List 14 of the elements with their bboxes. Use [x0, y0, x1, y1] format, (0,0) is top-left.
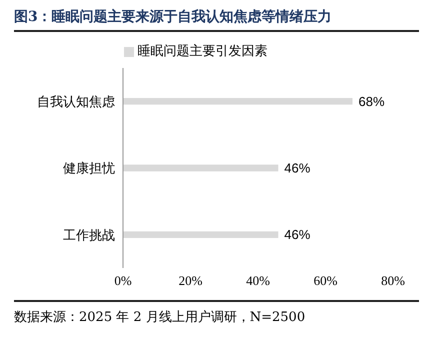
source-note: 数据来源：2025 年 2 月线上用户调研，N=2500: [14, 309, 306, 326]
chart-title: 图3：睡眠问题主要来源于自我认知焦虑等情绪压力: [14, 4, 419, 32]
x-tick-label: 60%: [314, 273, 338, 288]
legend-label: 睡眠问题主要引发因素: [138, 44, 268, 59]
y-tick-label: 自我认知焦虑: [37, 94, 115, 110]
x-tick-label: 40%: [246, 273, 270, 288]
x-tick-label: 20%: [178, 273, 203, 288]
y-tick-label: 工作挑战: [63, 228, 115, 244]
y-tick-label: 健康担忧: [63, 162, 115, 177]
data-label: 46%: [284, 227, 311, 242]
x-tick-label: 80%: [381, 273, 406, 288]
data-label: 68%: [358, 94, 385, 109]
data-label: 46%: [284, 160, 311, 176]
x-tick-label: 0%: [114, 273, 132, 288]
